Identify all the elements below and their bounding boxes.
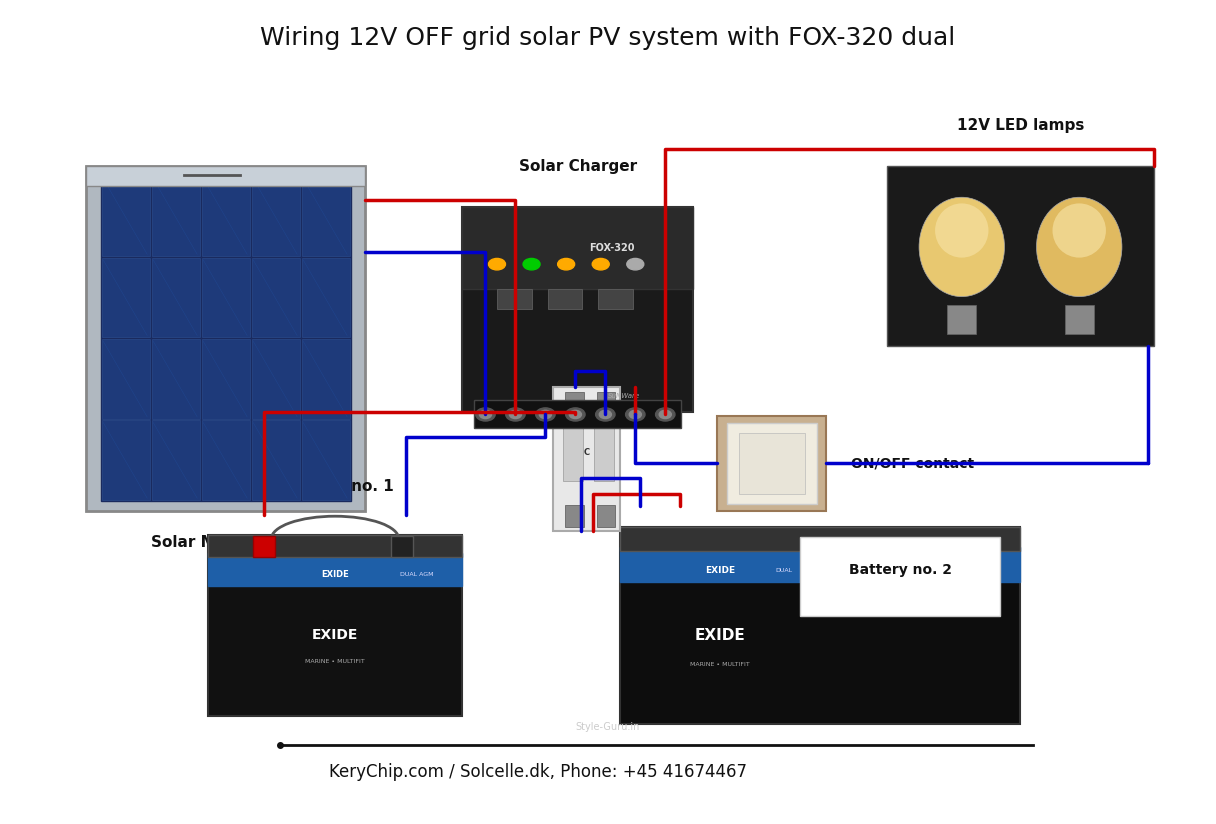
FancyBboxPatch shape (152, 176, 199, 256)
Text: DUAL AGM: DUAL AGM (400, 573, 433, 578)
FancyBboxPatch shape (565, 505, 584, 527)
FancyBboxPatch shape (717, 416, 827, 511)
Text: ON/OFF contact: ON/OFF contact (851, 456, 974, 471)
FancyBboxPatch shape (595, 424, 614, 480)
FancyBboxPatch shape (462, 207, 693, 412)
FancyBboxPatch shape (598, 289, 634, 309)
Text: EXIDE: EXIDE (694, 628, 745, 643)
FancyBboxPatch shape (252, 420, 299, 500)
FancyBboxPatch shape (102, 258, 150, 337)
FancyBboxPatch shape (563, 424, 582, 480)
Circle shape (659, 410, 671, 419)
FancyBboxPatch shape (208, 535, 462, 557)
FancyBboxPatch shape (1065, 305, 1093, 334)
FancyBboxPatch shape (202, 420, 249, 500)
FancyBboxPatch shape (497, 289, 531, 309)
FancyBboxPatch shape (739, 433, 805, 494)
FancyBboxPatch shape (102, 339, 150, 419)
Circle shape (479, 410, 491, 419)
Circle shape (523, 259, 540, 270)
FancyBboxPatch shape (620, 546, 1020, 583)
FancyBboxPatch shape (392, 536, 413, 557)
Text: FOX-320: FOX-320 (590, 243, 635, 253)
Text: MARINE • MULTIFIT: MARINE • MULTIFIT (305, 659, 365, 664)
Text: KeryChip.com / Solcelle.dk, Phone: +45 41674467: KeryChip.com / Solcelle.dk, Phone: +45 4… (330, 764, 747, 781)
FancyBboxPatch shape (102, 176, 150, 256)
Circle shape (540, 410, 552, 419)
Circle shape (510, 410, 522, 419)
Text: DUAL: DUAL (776, 568, 793, 573)
Circle shape (592, 259, 609, 270)
FancyBboxPatch shape (86, 166, 365, 186)
FancyBboxPatch shape (208, 553, 462, 586)
Text: 12V LED lamps: 12V LED lamps (957, 118, 1085, 133)
FancyBboxPatch shape (202, 258, 249, 337)
Circle shape (489, 259, 506, 270)
FancyBboxPatch shape (202, 339, 249, 419)
Circle shape (625, 408, 644, 421)
FancyBboxPatch shape (302, 339, 349, 419)
FancyBboxPatch shape (727, 423, 817, 504)
Circle shape (629, 410, 641, 419)
Text: C: C (584, 447, 590, 456)
Text: Solar Charger: Solar Charger (518, 159, 637, 174)
Circle shape (536, 408, 554, 421)
Text: SuNWare: SuNWare (608, 392, 640, 399)
FancyBboxPatch shape (620, 527, 1020, 724)
Ellipse shape (1036, 197, 1122, 297)
FancyBboxPatch shape (252, 258, 299, 337)
Text: Battery no. 2: Battery no. 2 (849, 564, 952, 578)
FancyBboxPatch shape (253, 536, 275, 557)
FancyBboxPatch shape (597, 505, 615, 527)
Circle shape (569, 410, 581, 419)
Circle shape (558, 259, 575, 270)
Ellipse shape (919, 197, 1004, 297)
Circle shape (506, 408, 525, 421)
Circle shape (655, 408, 675, 421)
FancyBboxPatch shape (208, 535, 462, 716)
FancyBboxPatch shape (620, 527, 1020, 550)
Text: Solar Module 12V: Solar Module 12V (151, 535, 302, 550)
Text: EXIDE: EXIDE (311, 628, 359, 642)
Circle shape (596, 408, 615, 421)
Circle shape (475, 408, 495, 421)
FancyBboxPatch shape (102, 420, 150, 500)
FancyBboxPatch shape (800, 536, 1001, 616)
Text: Style-Guru.in: Style-Guru.in (576, 723, 640, 733)
FancyBboxPatch shape (152, 258, 199, 337)
FancyBboxPatch shape (553, 387, 620, 531)
FancyBboxPatch shape (252, 176, 299, 256)
FancyBboxPatch shape (302, 420, 349, 500)
FancyBboxPatch shape (202, 176, 249, 256)
Text: Battery  no. 1: Battery no. 1 (276, 479, 394, 494)
FancyBboxPatch shape (302, 176, 349, 256)
FancyBboxPatch shape (86, 166, 365, 511)
Ellipse shape (1053, 204, 1105, 258)
FancyBboxPatch shape (152, 420, 199, 500)
FancyBboxPatch shape (886, 166, 1154, 346)
Ellipse shape (935, 204, 989, 258)
Text: Wiring 12V OFF grid solar PV system with FOX-320 dual: Wiring 12V OFF grid solar PV system with… (260, 26, 956, 50)
Circle shape (565, 408, 585, 421)
FancyBboxPatch shape (462, 207, 693, 289)
Circle shape (626, 259, 643, 270)
FancyBboxPatch shape (547, 289, 582, 309)
FancyBboxPatch shape (302, 258, 349, 337)
Circle shape (599, 410, 612, 419)
FancyBboxPatch shape (597, 391, 615, 413)
Text: EXIDE: EXIDE (321, 570, 349, 579)
FancyBboxPatch shape (101, 176, 350, 501)
FancyBboxPatch shape (152, 339, 199, 419)
FancyBboxPatch shape (474, 400, 681, 428)
FancyBboxPatch shape (565, 391, 584, 413)
FancyBboxPatch shape (252, 339, 299, 419)
Text: EXIDE: EXIDE (705, 566, 736, 575)
Text: MARINE • MULTIFIT: MARINE • MULTIFIT (691, 662, 750, 667)
FancyBboxPatch shape (947, 305, 976, 334)
